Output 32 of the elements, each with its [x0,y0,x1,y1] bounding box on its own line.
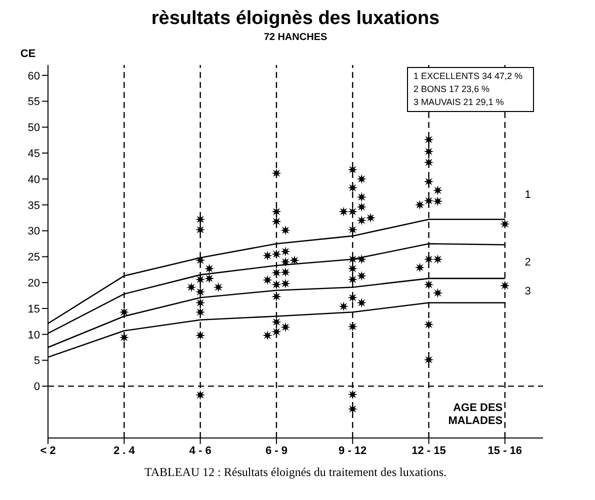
x-tick-label: 4 - 6 [189,444,212,457]
y-tick-label: 30 [28,226,40,238]
x-axis-title: AGE DES MALADES [447,402,503,428]
y-tick-label: 45 [28,148,40,160]
x-tick-label: 9 - 12 [338,444,367,457]
y-tick-label: 40 [28,174,40,186]
text: TABLEAU 12 : Résultats éloignés du traitement des luxations. [144,465,448,480]
annotation: 2 [524,256,531,269]
y-tick-label: 50 [28,122,40,134]
y-tick-label: 15 [28,303,40,316]
results-table: 1 EXCELLENTS 34 47,2 % 2 BONS 17 23,6 % 3 MAUVAIS 21 29,1 % [407,67,534,112]
x-tick-label: < 2 [40,444,56,457]
x-tick-label: 2 . 4 [113,444,136,457]
annotation: 1 EXCELLENTS 34 47,2 % [413,70,524,83]
annotation: 2 BONS 17 23,6 % [413,83,490,96]
chart-title: rèsultats éloignès des luxations [150,8,441,30]
y-tick-label: 55 [28,96,40,108]
annotation: 3 MAUVAIS 21 29,1 % [413,96,505,109]
y-tick-label: 10 [28,329,40,342]
y-tick-label: 35 [28,200,40,212]
annotation: 1 [524,188,531,201]
y-tick-label: 60 [28,70,40,82]
chart-subtitle: 72 HANCHES [262,32,328,43]
y-tick-label: 20 [28,277,40,290]
x-tick-label: 15 - 16 [488,444,522,457]
y-tick-label: 5 [34,355,40,368]
y-tick-label: 0 [34,381,40,394]
x-tick-label: 6 - 9 [265,444,288,457]
annotation: 3 [524,286,531,298]
y-tick-label: 25 [28,252,40,264]
x-tick-label: 12 - 15 [412,444,446,457]
y-axis-title: CE [20,48,36,60]
